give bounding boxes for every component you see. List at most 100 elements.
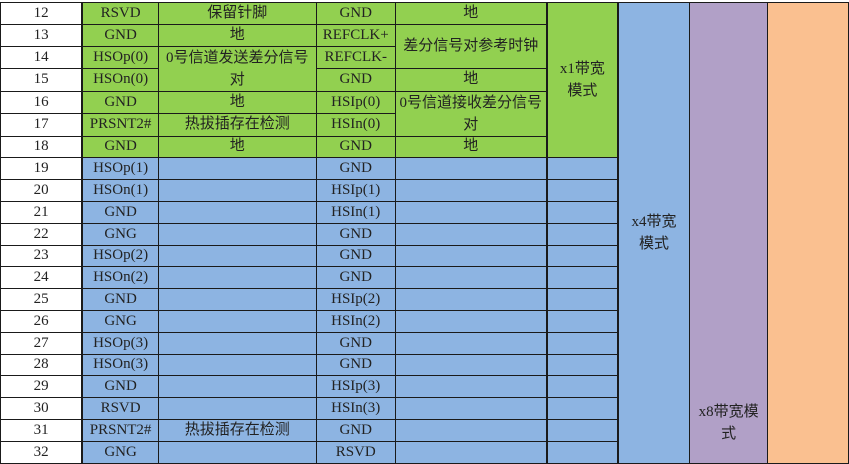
- side-a-signal-cell[interactable]: PRSNT2#: [81, 418, 159, 442]
- side-b-signal-cell[interactable]: HSIp(1): [315, 179, 396, 202]
- side-a-signal-cell[interactable]: HSOp(3): [81, 331, 159, 355]
- side-a-description-cell[interactable]: [157, 266, 317, 290]
- side-b-signal-cell[interactable]: HSIn(2): [315, 309, 396, 333]
- side-a-signal-cell[interactable]: HSOp(0): [81, 45, 159, 70]
- side-a-signal-cell[interactable]: HSOn(3): [81, 353, 159, 377]
- x1-mode-empty-cell[interactable]: [546, 266, 619, 290]
- side-a-signal-cell[interactable]: GND: [81, 135, 159, 159]
- side-a-signal-cell[interactable]: GND: [81, 90, 159, 115]
- pin-number-cell[interactable]: 27: [0, 331, 84, 355]
- pin-number-cell[interactable]: 31: [0, 418, 84, 442]
- side-a-description-cell[interactable]: 地: [157, 90, 317, 115]
- x1-mode-empty-cell[interactable]: [546, 200, 619, 224]
- x16-mode-cell[interactable]: [767, 2, 849, 464]
- side-a-description-cell[interactable]: [157, 157, 317, 181]
- side-a-signal-cell[interactable]: HSOn(0): [81, 68, 159, 92]
- side-b-signal-cell[interactable]: GND: [315, 353, 396, 377]
- side-b-signal-cell[interactable]: HSIp(3): [315, 375, 396, 399]
- x1-mode-empty-cell[interactable]: [546, 288, 619, 311]
- side-a-signal-cell[interactable]: HSOp(1): [81, 157, 159, 181]
- side-a-description-cell[interactable]: 热拔插存在检测: [157, 418, 317, 442]
- side-b-signal-cell[interactable]: GND: [315, 2, 396, 25]
- side-a-signal-cell[interactable]: GNG: [81, 222, 159, 246]
- x1-mode-empty-cell[interactable]: [546, 353, 619, 377]
- side-b-signal-cell[interactable]: GND: [315, 266, 396, 290]
- side-a-signal-cell[interactable]: HSOn(1): [81, 179, 159, 202]
- side-a-signal-cell[interactable]: GND: [81, 375, 159, 399]
- pin-number-cell[interactable]: 25: [0, 288, 84, 311]
- pin-number-cell[interactable]: 28: [0, 353, 84, 377]
- side-a-signal-cell[interactable]: RSVD: [81, 2, 159, 25]
- side-b-description-cell[interactable]: [394, 222, 548, 246]
- side-b-description-cell[interactable]: [394, 397, 548, 420]
- side-a-description-cell[interactable]: 地: [157, 135, 317, 159]
- side-a-description-cell[interactable]: [157, 288, 317, 311]
- side-b-description-cell[interactable]: [394, 157, 548, 181]
- side-a-description-cell[interactable]: 保留针脚: [157, 2, 317, 25]
- side-a-description-cell[interactable]: [157, 244, 317, 268]
- side-a-description-cell[interactable]: [157, 440, 317, 464]
- side-b-signal-cell[interactable]: REFCLK-: [315, 45, 396, 70]
- side-b-signal-cell[interactable]: HSIp(2): [315, 288, 396, 311]
- pin-number-cell[interactable]: 26: [0, 309, 84, 333]
- side-b-signal-cell[interactable]: GND: [315, 222, 396, 246]
- side-b-signal-cell[interactable]: GND: [315, 244, 396, 268]
- side-a-description-cell[interactable]: [157, 397, 317, 420]
- pin-number-cell[interactable]: 14: [0, 45, 84, 70]
- side-b-description-cell[interactable]: [394, 266, 548, 290]
- side-a-signal-cell[interactable]: GND: [81, 200, 159, 224]
- x1-mode-empty-cell[interactable]: [546, 244, 619, 268]
- side-b-description-cell[interactable]: 地: [394, 68, 548, 92]
- side-b-description-cell[interactable]: 地: [394, 135, 548, 159]
- side-a-signal-cell[interactable]: PRSNT2#: [81, 113, 159, 137]
- side-b-signal-cell[interactable]: GND: [315, 157, 396, 181]
- side-a-description-cell[interactable]: [157, 179, 317, 202]
- pin-number-cell[interactable]: 24: [0, 266, 84, 290]
- pin-number-cell[interactable]: 19: [0, 157, 84, 181]
- x1-mode-empty-cell[interactable]: [546, 331, 619, 355]
- pin-number-cell[interactable]: 15: [0, 68, 84, 92]
- side-a-description-cell[interactable]: [157, 331, 317, 355]
- pin-number-cell[interactable]: 12: [0, 2, 84, 25]
- side-b-description-cell[interactable]: 差分信号对参考时钟: [394, 23, 548, 70]
- x1-mode-empty-cell[interactable]: [546, 397, 619, 420]
- pin-number-cell[interactable]: 30: [0, 397, 84, 420]
- side-a-description-cell[interactable]: [157, 200, 317, 224]
- side-b-description-cell[interactable]: [394, 179, 548, 202]
- side-b-signal-cell[interactable]: HSIn(1): [315, 200, 396, 224]
- side-b-description-cell[interactable]: [394, 200, 548, 224]
- side-b-description-cell[interactable]: 地: [394, 2, 548, 25]
- side-a-signal-cell[interactable]: RSVD: [81, 397, 159, 420]
- side-a-description-cell[interactable]: [157, 222, 317, 246]
- pin-number-cell[interactable]: 16: [0, 90, 84, 115]
- side-a-signal-cell[interactable]: GNG: [81, 440, 159, 464]
- x8-mode-cell[interactable]: x8带宽模式: [689, 2, 769, 464]
- side-a-description-cell[interactable]: 地: [157, 23, 317, 47]
- pin-number-cell[interactable]: 32: [0, 440, 84, 464]
- pin-number-cell[interactable]: 13: [0, 23, 84, 47]
- side-b-signal-cell[interactable]: HSIp(0): [315, 90, 396, 115]
- side-a-signal-cell[interactable]: HSOn(2): [81, 266, 159, 290]
- x1-mode-empty-cell[interactable]: [546, 440, 619, 464]
- side-b-signal-cell[interactable]: GND: [315, 68, 396, 92]
- pin-number-cell[interactable]: 23: [0, 244, 84, 268]
- pin-number-cell[interactable]: 22: [0, 222, 84, 246]
- pin-number-cell[interactable]: 29: [0, 375, 84, 399]
- pin-number-cell[interactable]: 18: [0, 135, 84, 159]
- pin-number-cell[interactable]: 20: [0, 179, 84, 202]
- side-a-signal-cell[interactable]: GNG: [81, 309, 159, 333]
- side-a-signal-cell[interactable]: HSOp(2): [81, 244, 159, 268]
- side-b-description-cell[interactable]: 0号信道接收差分信号对: [394, 90, 548, 137]
- side-a-signal-cell[interactable]: GND: [81, 23, 159, 47]
- side-b-signal-cell[interactable]: GND: [315, 418, 396, 442]
- side-b-signal-cell[interactable]: GND: [315, 331, 396, 355]
- side-a-signal-cell[interactable]: GND: [81, 288, 159, 311]
- side-b-signal-cell[interactable]: REFCLK+: [315, 23, 396, 47]
- side-b-description-cell[interactable]: [394, 418, 548, 442]
- side-b-signal-cell[interactable]: HSIn(0): [315, 113, 396, 137]
- side-a-description-cell[interactable]: [157, 353, 317, 377]
- side-b-signal-cell[interactable]: GND: [315, 135, 396, 159]
- x1-mode-empty-cell[interactable]: [546, 179, 619, 202]
- side-b-description-cell[interactable]: [394, 375, 548, 399]
- x1-mode-empty-cell[interactable]: [546, 157, 619, 181]
